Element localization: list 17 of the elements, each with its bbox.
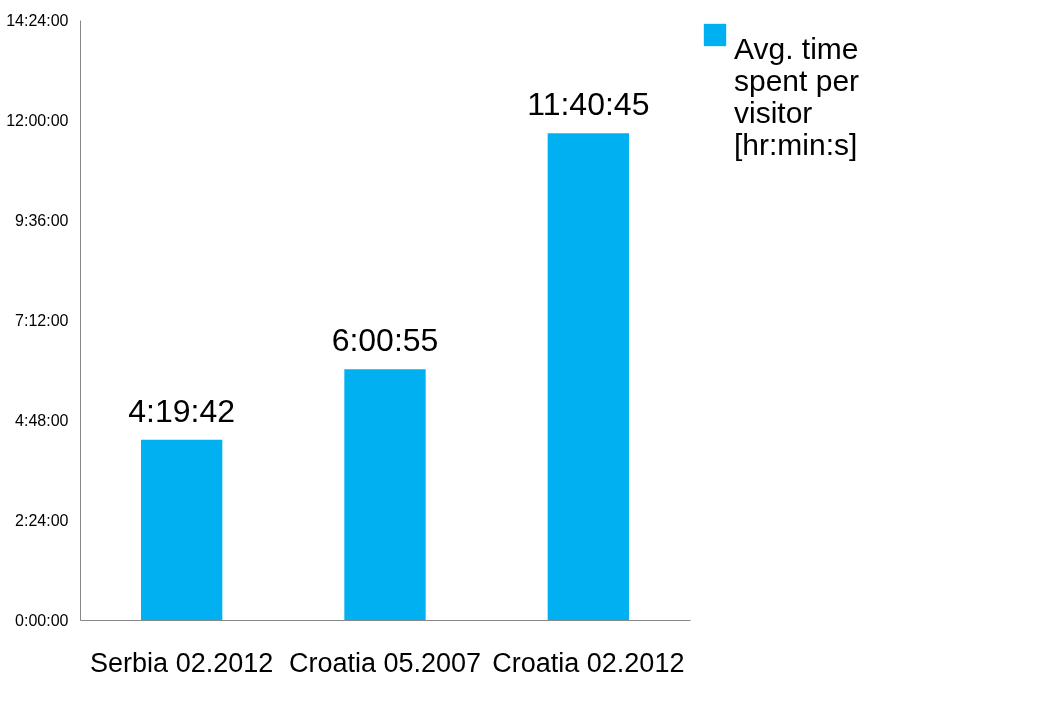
bar	[344, 369, 426, 620]
y-tick-label: 12:00:00	[6, 111, 69, 129]
y-tick-label: 4:48:00	[15, 411, 69, 429]
x-tick-label: Croatia 02.2012	[492, 647, 685, 678]
data-label: 11:40:45	[527, 86, 650, 123]
y-tick-label: 14:24:00	[6, 11, 69, 29]
y-tick-label: 2:24:00	[15, 511, 69, 529]
x-tick-label: Serbia 02.2012	[90, 647, 274, 678]
legend-label: Avg. time spent per visitor [hr:min:s]	[734, 32, 860, 161]
bar	[141, 439, 223, 620]
data-label: 6:00:55	[331, 322, 439, 359]
data-label: 4:19:42	[128, 392, 236, 429]
x-tick-label: Croatia 05.2007	[288, 647, 482, 678]
y-tick-label: 7:12:00	[15, 311, 69, 329]
y-tick-label: 0:00:00	[15, 611, 69, 629]
y-tick-label: 9:36:00	[15, 211, 69, 229]
bar	[547, 133, 629, 620]
